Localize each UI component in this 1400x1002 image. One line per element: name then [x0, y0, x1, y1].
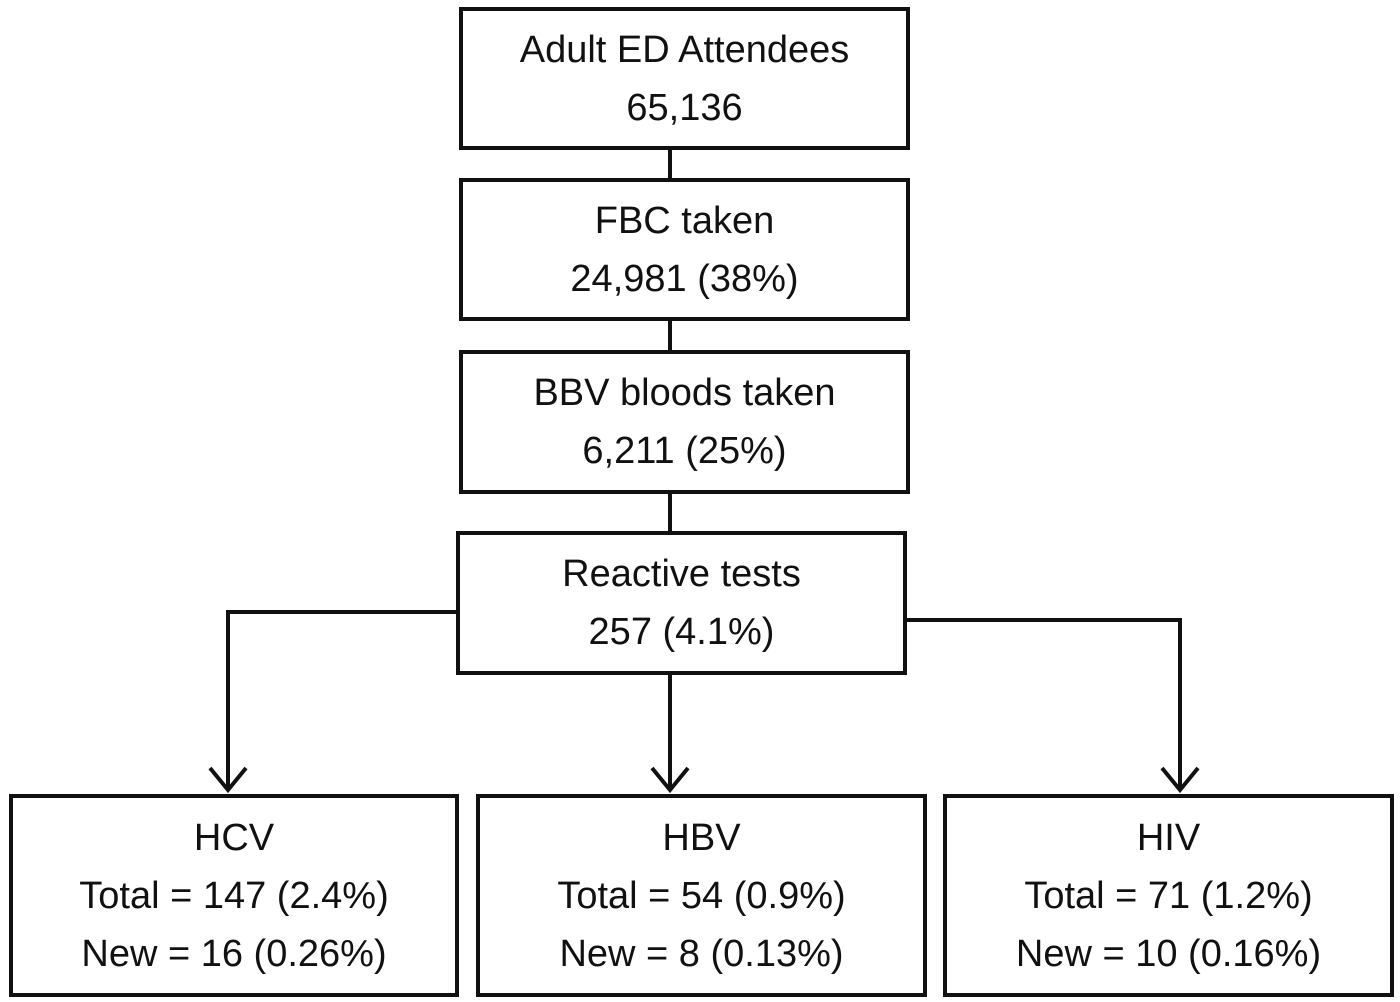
box-adult-ed-attendees: Adult ED Attendees 65,136 [459, 7, 910, 150]
box-title: Reactive tests [562, 553, 801, 595]
outcome-new: New = 10 (0.16%) [1015, 932, 1322, 975]
box-title: BBV bloods taken [533, 372, 836, 414]
box-hiv: HIV Total = 71 (1.2%) New = 10 (0.16%) [943, 794, 1394, 997]
box-reactive-tests: Reactive tests 257 (4.1%) [456, 531, 907, 675]
arrowhead-hcv [208, 766, 248, 794]
outcome-total: Total = 71 (1.2%) [1024, 874, 1313, 917]
outcome-total: Total = 54 (0.9%) [557, 874, 846, 917]
box-value: 65,136 [626, 86, 743, 129]
box-title: FBC taken [594, 199, 775, 242]
outcome-new: New = 16 (0.26%) [81, 932, 387, 975]
box-hbv: HBV Total = 54 (0.9%) New = 8 (0.13%) [476, 794, 927, 997]
arrowhead-hiv [1160, 766, 1200, 794]
box-value: 6,211 (25%) [582, 430, 787, 472]
outcome-title: HBV [662, 816, 741, 859]
box-value: 257 (4.1%) [588, 611, 775, 653]
outcome-total: Total = 147 (2.4%) [79, 874, 389, 917]
outcome-title: HCV [193, 816, 275, 859]
arrowhead-hbv [650, 766, 690, 794]
outcome-title: HIV [1136, 816, 1201, 859]
arrow-to-hcv [226, 610, 458, 790]
box-title: Adult ED Attendees [519, 28, 850, 71]
box-value: 24,981 (38%) [570, 257, 799, 300]
box-hcv: HCV Total = 147 (2.4%) New = 16 (0.26%) [9, 794, 459, 997]
box-fbc-taken: FBC taken 24,981 (38%) [459, 178, 910, 321]
arrow-to-hiv [905, 618, 1182, 790]
box-bbv-bloods-taken: BBV bloods taken 6,211 (25%) [459, 350, 910, 494]
outcome-new: New = 8 (0.13%) [559, 932, 844, 975]
